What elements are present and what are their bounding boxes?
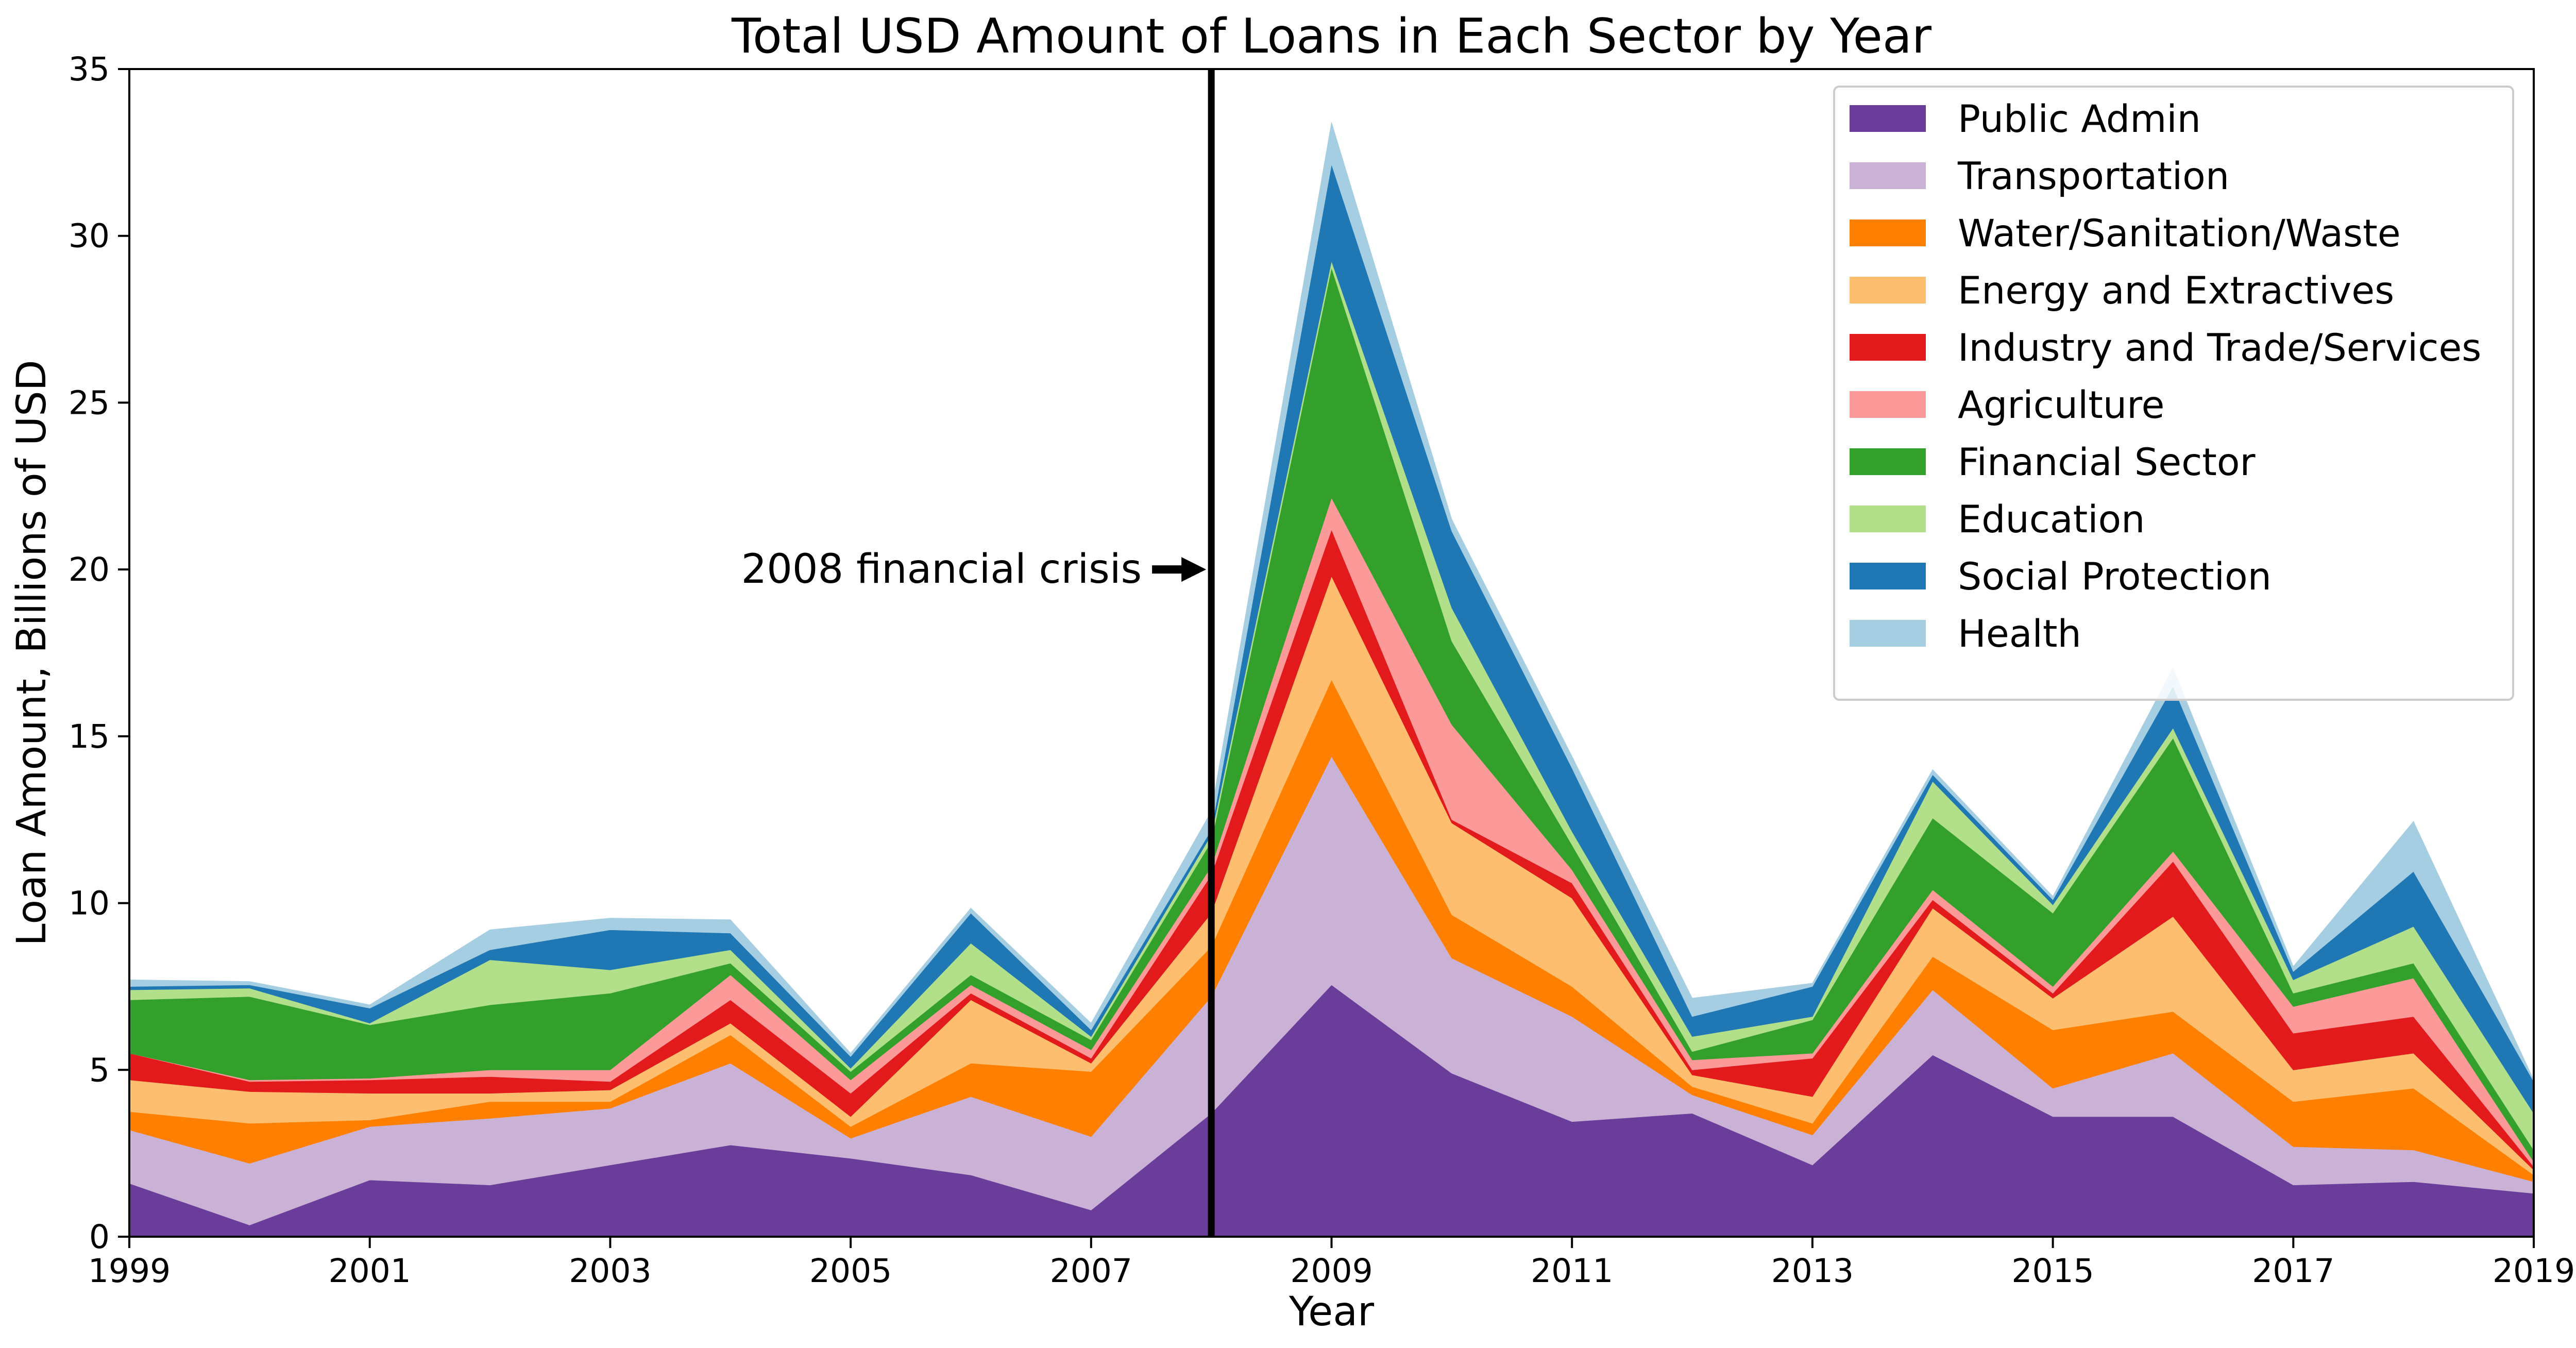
legend-label: Financial Sector	[1958, 441, 2256, 484]
annotation: 2008 financial crisis	[741, 546, 1207, 593]
x-tick-label: 2011	[1531, 1252, 1613, 1290]
legend-label: Transportation	[1957, 155, 2229, 198]
legend-swatch	[1850, 105, 1926, 132]
legend-label: Water/Sanitation/Waste	[1958, 212, 2401, 256]
legend-swatch	[1850, 334, 1926, 361]
y-tick-label: 20	[69, 551, 110, 588]
legend-box	[1833, 86, 2514, 701]
legend-swatch	[1850, 563, 1926, 589]
legend-swatch	[1850, 448, 1926, 475]
y-tick-label: 25	[69, 384, 110, 422]
legend-swatch	[1850, 277, 1926, 304]
y-axis: 0 5 10 15 20 25 30 35	[69, 50, 129, 1256]
y-tick-label: 35	[69, 50, 110, 88]
legend-label: Education	[1958, 498, 2145, 542]
legend-label: Social Protection	[1958, 555, 2272, 599]
annotation-label: 2008 financial crisis	[741, 546, 1142, 593]
x-tick-label: 2009	[1290, 1252, 1372, 1290]
legend-label: Public Admin	[1958, 97, 2201, 141]
x-tick-label: 2005	[809, 1252, 892, 1290]
legend-label: Agriculture	[1958, 383, 2164, 427]
annotation-arrow-head	[1181, 557, 1207, 582]
x-tick-label: 2015	[2011, 1252, 2094, 1290]
legend-label: Energy and Extractives	[1958, 269, 2394, 313]
legend-swatch	[1850, 162, 1926, 189]
legend-swatch	[1850, 220, 1926, 246]
x-axis-title: Year	[1289, 1289, 1375, 1335]
legend-swatch	[1850, 620, 1926, 647]
area-series-group	[129, 122, 2534, 1237]
x-tick-label: 2003	[569, 1252, 651, 1290]
x-tick-label: 2019	[2493, 1252, 2575, 1290]
x-tick-label: 2001	[329, 1252, 411, 1290]
legend-swatch	[1850, 391, 1926, 418]
y-tick-label: 15	[69, 718, 110, 755]
x-tick-label: 2007	[1050, 1252, 1132, 1290]
chart-title: Total USD Amount of Loans in Each Sector…	[731, 8, 1932, 64]
legend: Public Admin Transportation Water/Sanitati…	[1833, 86, 2514, 701]
x-axis: 1999 2001 2003 2005 2007 2009 2011 2013 2015 2017…	[88, 1237, 2575, 1290]
x-tick-label: 1999	[88, 1252, 171, 1290]
y-tick-label: 30	[69, 217, 110, 255]
x-tick-label: 2013	[1771, 1252, 1854, 1290]
x-tick-label: 2017	[2252, 1252, 2334, 1290]
legend-swatch	[1850, 506, 1926, 532]
y-axis-title: Loan Amount, Billions of USD	[9, 360, 55, 946]
legend-label: Health	[1958, 612, 2081, 656]
y-tick-label: 10	[69, 885, 110, 922]
y-tick-label: 0	[89, 1218, 110, 1256]
y-tick-label: 5	[89, 1051, 110, 1089]
legend-label: Industry and Trade/Services	[1958, 326, 2481, 370]
